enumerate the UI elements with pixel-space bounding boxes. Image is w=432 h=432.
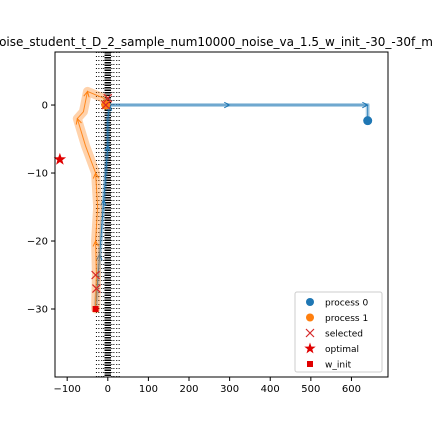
- markers: [53, 93, 373, 313]
- y-tick-label: −20: [27, 237, 48, 248]
- trajectory-arrow: [224, 101, 231, 109]
- x-tick-label: 300: [220, 384, 239, 395]
- legend-label: w_init: [325, 361, 352, 371]
- legend-label: process 1: [325, 314, 368, 324]
- process-0-final-point: [363, 116, 373, 126]
- legend-marker: [306, 313, 314, 322]
- x-tick-label: 500: [301, 384, 320, 395]
- chart-title: noise_student_t_D_2_sample_num10000_nois…: [0, 35, 432, 49]
- y-tick-label: 0: [42, 101, 48, 112]
- process-0-trajectory: [93, 103, 370, 311]
- trajectory-arrow: [362, 101, 369, 109]
- process-1-trajectory-line: [76, 90, 107, 310]
- legend-marker: [305, 328, 315, 338]
- legend-label: selected: [325, 330, 363, 340]
- process-0-trajectory-line: [95, 104, 369, 310]
- selected-marker: [91, 284, 101, 294]
- optimal-marker: [53, 152, 67, 165]
- legend-label: process 0: [325, 299, 368, 309]
- x-tick-label: 100: [139, 384, 158, 395]
- legend: process 0 process 1 selected optimal w_init: [294, 291, 383, 373]
- selected-marker: [101, 100, 111, 110]
- legend-box: [294, 291, 383, 373]
- legend-label: optimal: [325, 345, 359, 355]
- trajectory-arrow: [75, 117, 82, 125]
- x-axis-ticks: −100 0 100 200 300 400 500 600: [53, 377, 361, 395]
- x-tick-label: 400: [261, 384, 280, 395]
- process-1-band: [72, 86, 111, 314]
- w-init-marker: [92, 306, 99, 313]
- selected-marker: [103, 93, 113, 103]
- legend-marker: [304, 342, 316, 354]
- trajectory-arrow: [104, 144, 111, 152]
- y-axis-ticks: 0 −10 −20 −30: [27, 101, 55, 316]
- legend-marker: [307, 361, 313, 367]
- x-tick-label: −100: [53, 384, 80, 395]
- y-tick-label: −30: [27, 305, 48, 316]
- axes-frame: [54, 51, 389, 378]
- trajectory-arrow: [96, 253, 103, 261]
- trajectory-arrow: [83, 90, 90, 98]
- x-tick-label: 200: [179, 384, 198, 395]
- contour-lines: [95, 52, 120, 377]
- x-tick-label: 0: [105, 384, 111, 395]
- trajectory-arrow: [100, 199, 107, 206]
- trajectory-arrow: [92, 239, 99, 247]
- x-tick-label: 600: [342, 384, 361, 395]
- y-tick-label: −10: [27, 169, 48, 180]
- selected-marker: [91, 270, 101, 280]
- trajectory-arrow: [92, 171, 100, 179]
- legend-marker: [306, 298, 314, 306]
- process-0-band: [93, 101, 370, 311]
